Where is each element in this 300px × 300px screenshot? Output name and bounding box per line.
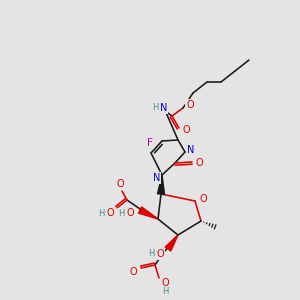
Text: N: N [160, 103, 168, 113]
Text: O: O [156, 249, 164, 259]
Polygon shape [165, 235, 178, 251]
Text: O: O [195, 158, 203, 168]
Text: H: H [162, 287, 168, 296]
Text: H: H [152, 103, 158, 112]
Text: H: H [148, 250, 154, 259]
Text: O: O [106, 208, 114, 218]
Polygon shape [138, 207, 158, 219]
Text: O: O [182, 125, 190, 135]
Text: N: N [187, 145, 195, 155]
Text: O: O [161, 278, 169, 288]
Text: O: O [199, 194, 207, 204]
Text: O: O [129, 267, 137, 277]
Text: O: O [116, 179, 124, 189]
Text: F: F [147, 138, 153, 148]
Polygon shape [158, 175, 164, 194]
Text: O: O [126, 208, 134, 218]
Text: O: O [186, 100, 194, 110]
Text: N: N [153, 173, 161, 183]
Text: H: H [98, 208, 104, 217]
Text: H: H [118, 208, 124, 217]
